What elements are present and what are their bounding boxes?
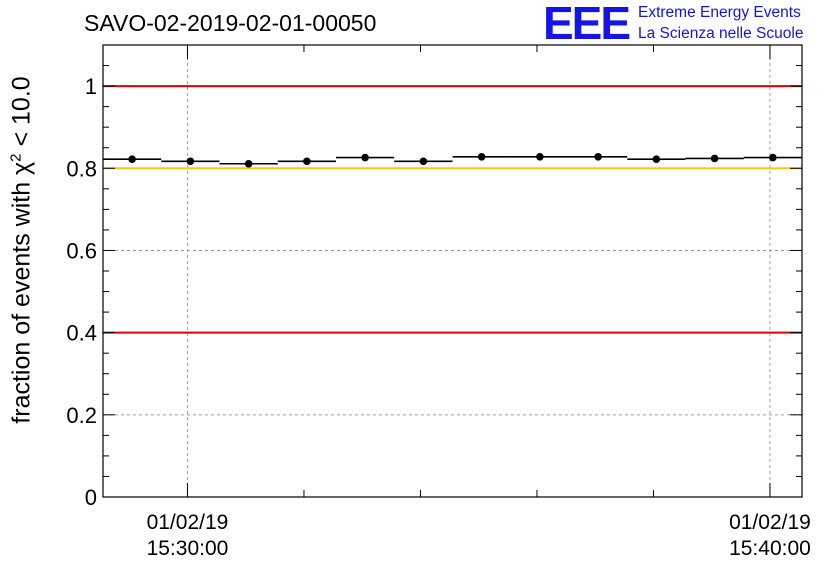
logo-line-2: La Scienza nelle Scuole xyxy=(638,25,804,42)
x-tick-time: 15:40:00 xyxy=(729,537,811,560)
x-tick-date: 01/02/19 xyxy=(729,511,811,534)
y-tick-label-2: 0.4 xyxy=(66,321,97,346)
data-point-0 xyxy=(128,155,136,164)
data-point-5 xyxy=(419,157,428,166)
y-tick-label-0: 0 xyxy=(85,485,97,510)
x-tick-label-0: 01/02/19 15:30:00 xyxy=(147,510,229,562)
chart-title: SAVO-02-2019-02-01-00050 xyxy=(84,10,377,36)
y-axis-label-exponent: 2 xyxy=(7,153,25,162)
y-tick-label-4: 0.8 xyxy=(66,156,97,181)
data-point-11 xyxy=(769,153,777,162)
data-point-7 xyxy=(536,152,544,161)
y-axis-label: fraction of events with χ2 < 10.0 xyxy=(7,76,36,423)
data-point-2 xyxy=(244,159,253,168)
data-point-1 xyxy=(186,157,195,166)
data-point-3 xyxy=(303,157,311,166)
logo-line-1: Extreme Energy Events xyxy=(638,4,801,21)
plot-frame xyxy=(102,44,803,498)
data-point-10 xyxy=(710,154,719,163)
y-tick-label-3: 0.6 xyxy=(66,238,97,263)
data-point-9 xyxy=(652,155,661,164)
y-axis-label-symbol: χ xyxy=(7,161,36,175)
data-point-6 xyxy=(477,152,486,161)
y-tick-label-1: 0.2 xyxy=(66,403,97,428)
data-point-8 xyxy=(594,152,602,161)
data-point-4 xyxy=(361,153,369,162)
y-axis-label-threshold: < 10.0 xyxy=(7,76,36,154)
x-tick-label-1: 01/02/19 15:40:00 xyxy=(729,510,811,562)
x-tick-time: 15:30:00 xyxy=(146,537,229,560)
y-axis-label-text: fraction of events with xyxy=(7,181,36,424)
y-tick-label-5: 1 xyxy=(85,74,97,99)
eee-logo: EEE xyxy=(543,0,631,49)
x-tick-date: 01/02/19 xyxy=(146,511,229,534)
